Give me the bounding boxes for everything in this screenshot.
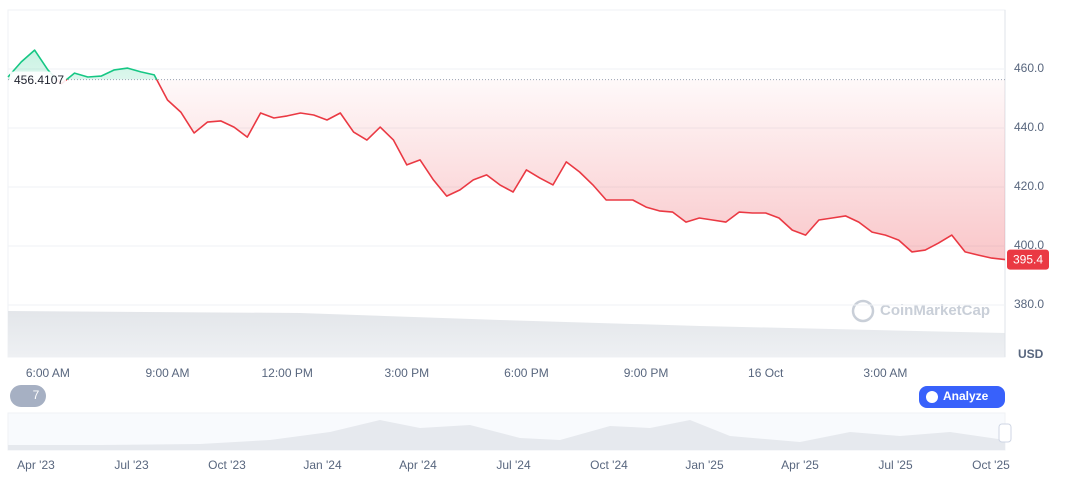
navigator-area [8, 420, 1005, 450]
navigator-label: Oct '25 [972, 458, 1010, 472]
navigator-label: Apr '25 [781, 458, 819, 472]
price-line [7, 49, 1006, 261]
x-tick-label: 9:00 PM [624, 366, 669, 380]
x-tick-label: 12:00 PM [261, 366, 312, 380]
x-tick-label: 16 Oct [748, 366, 784, 380]
navigator-label: Jul '23 [114, 458, 149, 472]
badge-text: 7 [33, 388, 40, 402]
navigator-label: Oct '24 [590, 458, 628, 472]
reference-label: 456.4107 [14, 73, 64, 87]
x-tick-label: 9:00 AM [146, 366, 190, 380]
navigator-label: Jul '25 [878, 458, 913, 472]
navigator-label: Oct '23 [208, 458, 246, 472]
navigator-label: Apr '24 [399, 458, 437, 472]
navigator-label: Jan '24 [303, 458, 342, 472]
y-tick-label: 420.0 [1014, 179, 1044, 193]
analyze-button[interactable]: Analyze [919, 386, 1005, 408]
x-tick-label: 6:00 AM [26, 366, 70, 380]
last-value-box [1007, 249, 1049, 270]
navigator-handle[interactable] [998, 423, 1012, 443]
currency-label: USD [1018, 347, 1044, 361]
navigator-label: Apr '23 [17, 458, 55, 472]
y-tick-label: 460.0 [1014, 61, 1044, 75]
y-tick-label: 400.0 [1014, 238, 1044, 252]
watermark: CoinMarketCap [851, 299, 990, 323]
x-tick-label: 3:00 AM [863, 366, 907, 380]
last-value-label: 395.4 [1013, 253, 1043, 267]
x-tick-label: 6:00 PM [504, 366, 549, 380]
navigator-label: Jul '24 [496, 458, 531, 472]
reference-label-box [10, 71, 66, 89]
navigator-label: Jan '25 [685, 458, 724, 472]
y-tick-label: 380.0 [1014, 297, 1044, 311]
button-text: Analyze [943, 389, 989, 403]
watermark-text: CoinMarketCap [880, 302, 990, 319]
x-tick-label: 3:00 PM [384, 366, 429, 380]
area [8, 50, 1005, 260]
history-badge[interactable]: 7 [10, 385, 46, 407]
y-tick-label: 440.0 [1014, 120, 1044, 134]
volume-area [8, 311, 1005, 357]
